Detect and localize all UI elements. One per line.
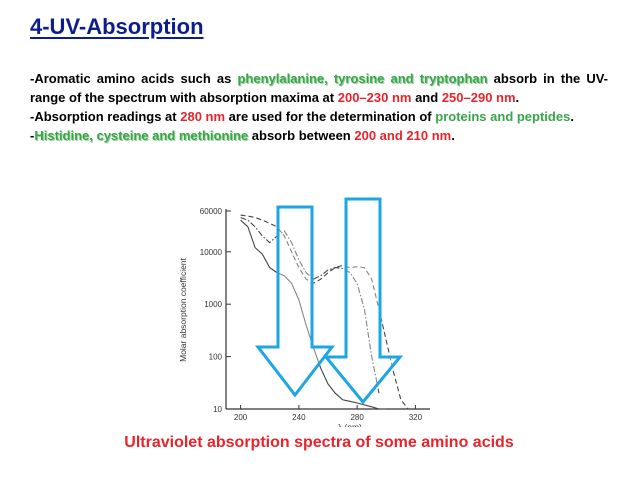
x-tick-label: 320: [409, 413, 423, 422]
x-axis-title: λ (nm): [338, 422, 362, 427]
x-tick-label: 200: [234, 413, 248, 422]
page-title: 4-UV-Absorption: [30, 14, 204, 39]
paragraph-aromatic: -Aromatic amino acids such as phenylalan…: [30, 69, 608, 107]
series-line-2: [240, 216, 380, 394]
y-tick-label: 100: [209, 353, 223, 362]
chart-arrows: [254, 197, 404, 405]
range-200-210: 200 and 210 nm: [354, 128, 452, 143]
p3-text-2: absorb between: [248, 128, 355, 143]
body-text: -Aromatic amino acids such as phenylalan…: [30, 69, 608, 145]
arrow-down-icon: [254, 205, 336, 398]
y-axis-title: Molar absorption coefficient: [178, 257, 188, 361]
range-200-230: 200–230 nm: [337, 90, 412, 105]
sulfur-amino-acids: Histidine, cysteine and methionine: [34, 128, 249, 143]
uv-spectra-chart: 60000 10000 1000 100 10 200 240 280 320 Molar abs…: [168, 197, 438, 432]
p1-text-3: and: [411, 90, 442, 105]
paragraph-histidine: -Histidine, cysteine and methionine abso…: [30, 126, 608, 145]
paragraph-280nm: -Absorption readings at 280 nm are used …: [30, 107, 608, 126]
p1-text-1: -Aromatic amino acids such as: [30, 71, 238, 86]
p3-text-1: -: [30, 128, 35, 143]
proteins-peptides: proteins and peptides: [435, 109, 571, 124]
wavelength-280: 280 nm: [180, 109, 226, 124]
y-tick-label: 10: [213, 405, 222, 414]
series-line-3: [240, 214, 409, 410]
y-tick-label: 10000: [200, 248, 223, 257]
arrow-down-icon: [322, 197, 404, 405]
range-250-290: 250–290 nm: [441, 90, 516, 105]
x-tick-label: 280: [350, 413, 364, 422]
aromatic-amino-acids: phenylalanine, tyrosine and tryptophan: [237, 71, 488, 86]
p3-text-3: .: [451, 128, 455, 143]
p1-text-4: .: [515, 90, 520, 105]
figure-caption: Ultraviolet absorption spectra of some a…: [124, 434, 514, 451]
chart-svg: 60000 10000 1000 100 10 200 240 280 320 Molar abs…: [178, 197, 430, 432]
x-tick-label: 240: [292, 413, 306, 422]
y-tick-label: 1000: [204, 300, 222, 309]
p2-text-2: are used for the determination of: [225, 109, 436, 124]
p2-text-3: .: [570, 109, 574, 124]
p2-text-1: -Absorption readings at: [30, 109, 181, 124]
p1-text-2: absorb in the UV- range of the spectrum …: [30, 71, 609, 105]
y-tick-label: 60000: [200, 207, 223, 216]
